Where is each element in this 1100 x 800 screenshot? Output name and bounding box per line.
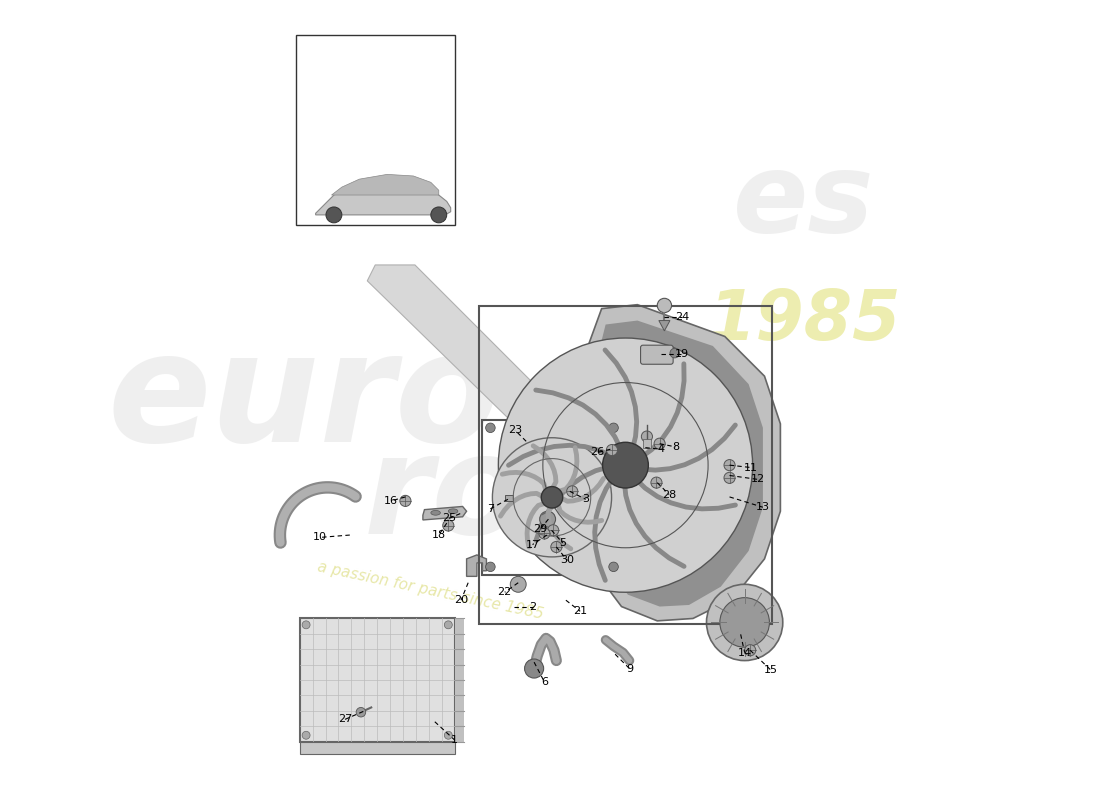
Circle shape <box>302 621 310 629</box>
Circle shape <box>658 298 671 313</box>
Circle shape <box>525 659 543 678</box>
Circle shape <box>651 477 662 488</box>
Text: 14: 14 <box>738 648 751 658</box>
Bar <box>478 306 772 624</box>
Text: euro: euro <box>108 326 500 474</box>
Text: 23: 23 <box>508 425 522 435</box>
Circle shape <box>510 576 526 592</box>
Circle shape <box>706 584 783 661</box>
Circle shape <box>654 438 666 450</box>
Circle shape <box>541 486 563 508</box>
Text: 16: 16 <box>384 496 398 506</box>
Text: 9: 9 <box>626 663 632 674</box>
Text: 10: 10 <box>312 533 327 542</box>
Polygon shape <box>367 265 725 590</box>
Text: 8: 8 <box>672 442 679 452</box>
Text: 24: 24 <box>674 312 689 322</box>
Circle shape <box>486 562 495 571</box>
Polygon shape <box>586 305 780 621</box>
Text: 12: 12 <box>751 474 766 485</box>
Bar <box>296 34 454 226</box>
Circle shape <box>498 338 752 592</box>
Bar <box>300 742 454 754</box>
Circle shape <box>326 207 342 223</box>
Text: 6: 6 <box>541 677 548 687</box>
Circle shape <box>606 445 617 456</box>
Text: 17: 17 <box>526 539 540 550</box>
Ellipse shape <box>449 509 458 514</box>
Circle shape <box>603 442 648 488</box>
Text: 20: 20 <box>454 595 469 605</box>
Text: 5: 5 <box>559 538 566 548</box>
Circle shape <box>608 423 618 433</box>
Circle shape <box>745 645 756 656</box>
Text: 30: 30 <box>561 555 574 566</box>
Circle shape <box>444 621 452 629</box>
Text: es: es <box>734 148 874 255</box>
Circle shape <box>540 511 556 527</box>
Circle shape <box>356 707 365 717</box>
Text: 13: 13 <box>756 502 770 512</box>
Circle shape <box>486 423 495 433</box>
Text: 7: 7 <box>487 504 494 514</box>
Bar <box>642 438 651 448</box>
Circle shape <box>566 486 578 497</box>
Text: 3: 3 <box>582 494 590 504</box>
Circle shape <box>724 459 735 470</box>
Bar <box>454 618 464 742</box>
Text: 4: 4 <box>658 444 664 454</box>
Text: 1: 1 <box>451 735 459 745</box>
Polygon shape <box>331 174 439 195</box>
Circle shape <box>719 598 769 647</box>
Text: 28: 28 <box>662 490 676 499</box>
FancyBboxPatch shape <box>640 345 673 364</box>
Polygon shape <box>316 179 451 215</box>
Text: 22: 22 <box>497 587 512 598</box>
Circle shape <box>442 520 454 531</box>
Circle shape <box>724 472 735 483</box>
Circle shape <box>444 731 452 739</box>
Text: 19: 19 <box>674 349 689 359</box>
Text: 15: 15 <box>763 665 778 675</box>
Bar <box>505 494 513 501</box>
Text: 2: 2 <box>529 602 536 611</box>
Circle shape <box>548 525 559 536</box>
Circle shape <box>539 528 550 539</box>
Text: 26: 26 <box>591 447 605 458</box>
Text: 18: 18 <box>431 530 446 540</box>
Circle shape <box>400 495 411 506</box>
Text: 25: 25 <box>442 514 456 523</box>
Text: 21: 21 <box>573 606 587 616</box>
Circle shape <box>641 431 652 442</box>
Circle shape <box>431 207 447 223</box>
Text: 27: 27 <box>338 714 352 724</box>
Text: 1985: 1985 <box>707 287 901 354</box>
Bar <box>300 618 454 742</box>
Polygon shape <box>597 321 763 606</box>
Bar <box>483 420 621 574</box>
Text: a passion for parts since 1985: a passion for parts since 1985 <box>317 559 546 622</box>
Text: roc: roc <box>363 428 609 563</box>
Circle shape <box>608 562 618 571</box>
Polygon shape <box>659 321 670 331</box>
Polygon shape <box>422 506 466 520</box>
Circle shape <box>670 348 680 358</box>
Polygon shape <box>466 555 486 576</box>
Circle shape <box>302 731 310 739</box>
Circle shape <box>493 438 612 557</box>
Circle shape <box>551 542 562 553</box>
Ellipse shape <box>431 510 440 515</box>
Text: 29: 29 <box>534 524 548 534</box>
Text: 11: 11 <box>744 462 758 473</box>
